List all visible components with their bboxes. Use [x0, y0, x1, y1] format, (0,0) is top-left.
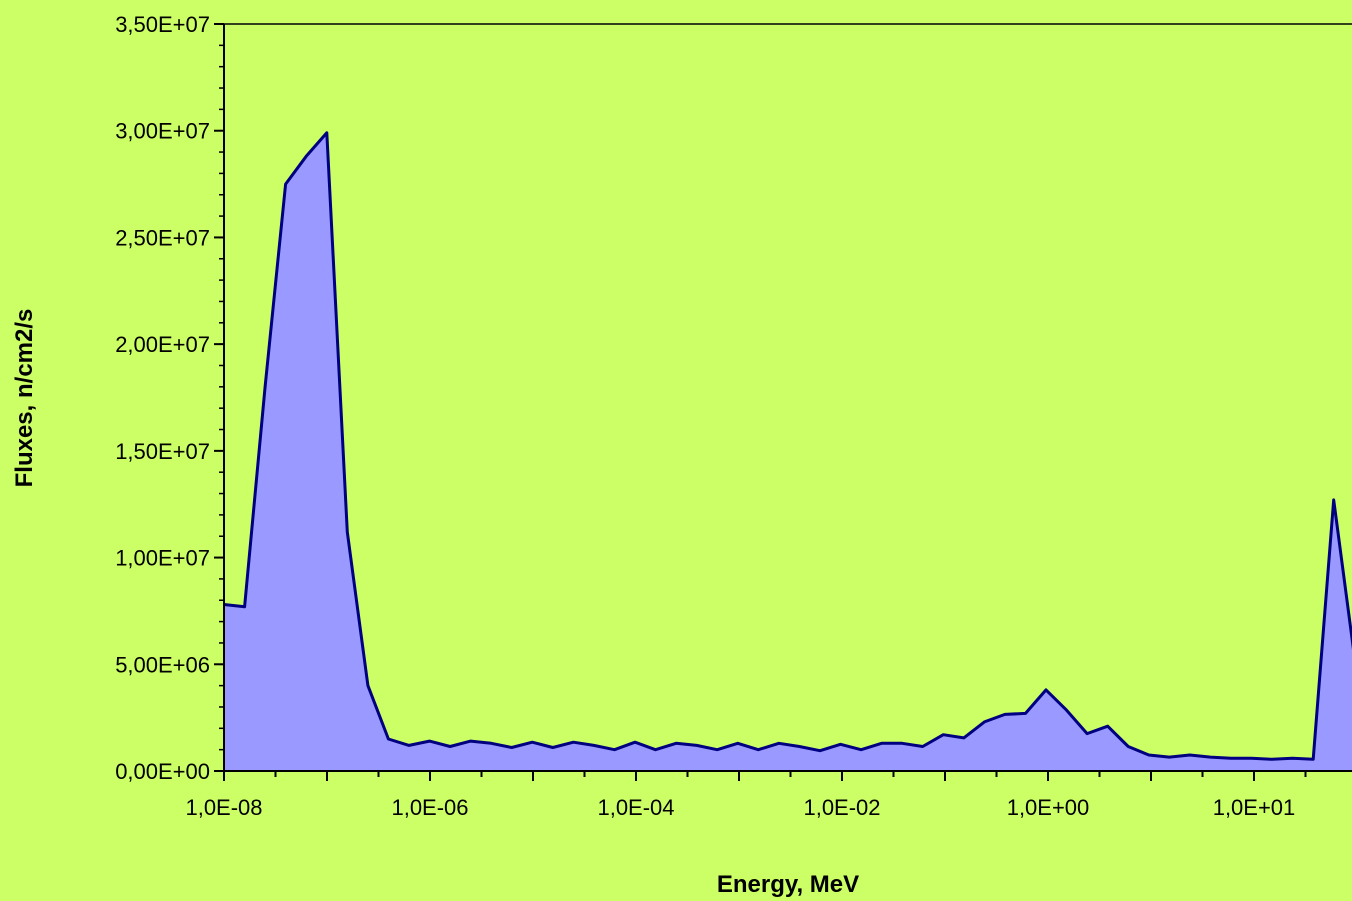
y-tick-label: 0,00E+00: [115, 759, 210, 784]
y-tick-label: 3,50E+07: [115, 12, 210, 37]
x-tick-label: 1,0E+01: [1213, 795, 1296, 820]
y-tick-label: 1,00E+07: [115, 546, 210, 571]
y-tick-label: 5,00E+06: [115, 652, 210, 677]
x-axis-ticks: 1,0E-08 1,0E-06 1,0E-04 1,0E-02 1,0E+00 1,0E+…: [185, 771, 1307, 820]
x-tick-label: 1,0E-02: [803, 795, 880, 820]
x-tick-label: 1,0E-08: [185, 795, 262, 820]
y-tick-label: 2,00E+07: [115, 332, 210, 357]
flux-line: [223, 131, 1352, 761]
flux-area: [224, 132, 1352, 771]
x-tick-label: 1,0E-04: [597, 795, 674, 820]
x-tick-label: 1,0E+00: [1007, 795, 1090, 820]
y-tick-label: 3,00E+07: [115, 119, 210, 144]
x-axis-title: Energy, MeV: [717, 871, 859, 898]
y-axis-title: Fluxes, n/cm2/s: [11, 309, 38, 488]
y-tick-label: 2,50E+07: [115, 225, 210, 250]
series-group: [223, 131, 1352, 771]
y-axis-ticks: 0,00E+00 5,00E+06 1,00E+07 1,50E+07 2,00E+07…: [115, 12, 224, 784]
x-tick-label: 1,0E-06: [391, 795, 468, 820]
y-tick-label: 1,50E+07: [115, 439, 210, 464]
